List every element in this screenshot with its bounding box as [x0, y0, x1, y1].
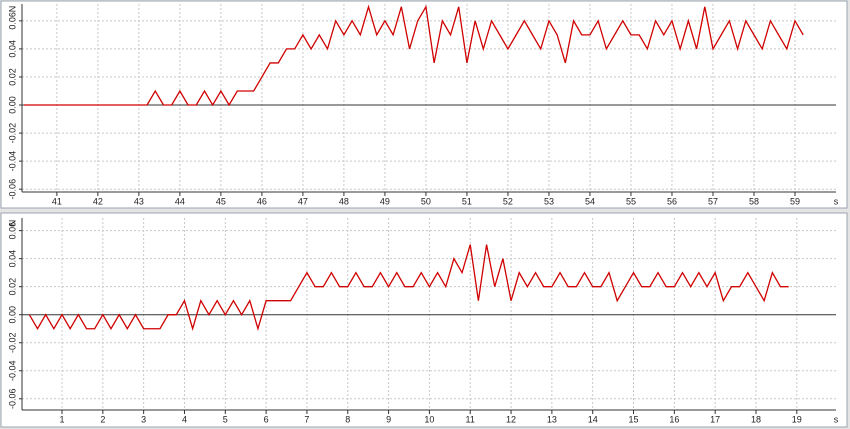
y-tick-label: 0.04	[7, 250, 17, 268]
x-tick-label: 1	[59, 414, 64, 424]
x-tick-label: 4	[182, 414, 187, 424]
y-tick-label: -0.02	[7, 332, 17, 353]
x-tick-label: 10	[424, 414, 434, 424]
x-tick-label: 52	[503, 196, 513, 206]
x-tick-label: 8	[345, 414, 350, 424]
y-tick-label: -0.06	[7, 389, 17, 410]
x-tick-label: 45	[216, 196, 226, 206]
x-tick-label: 47	[298, 196, 308, 206]
x-tick-label: 5	[223, 414, 228, 424]
x-tick-label: 43	[134, 196, 144, 206]
y-axis-unit: N	[7, 220, 17, 227]
y-tick-label: 0.02	[7, 278, 17, 296]
x-tick-label: 58	[749, 196, 759, 206]
y-tick-label: 0.02	[7, 68, 17, 86]
x-axis-unit: s	[834, 196, 839, 206]
signal-line	[28, 244, 789, 332]
x-tick-label: 19	[792, 414, 802, 424]
x-tick-label: 56	[667, 196, 677, 206]
y-tick-label: 0.00	[7, 306, 17, 324]
x-tick-label: 41	[52, 196, 62, 206]
x-tick-label: 16	[669, 414, 679, 424]
x-tick-label: 54	[585, 196, 595, 206]
x-axis-unit: s	[834, 414, 839, 424]
x-tick-label: 57	[708, 196, 718, 206]
bottom-panel	[0, 212, 848, 428]
x-tick-label: 50	[421, 196, 431, 206]
x-tick-label: 49	[380, 196, 390, 206]
y-tick-label: 0.06	[7, 222, 17, 240]
x-tick-label: 42	[93, 196, 103, 206]
x-tick-label: 48	[339, 196, 349, 206]
x-tick-label: 46	[257, 196, 267, 206]
x-tick-label: 44	[175, 196, 185, 206]
x-tick-label: 12	[506, 414, 516, 424]
x-tick-label: 13	[547, 414, 557, 424]
x-tick-label: 59	[790, 196, 800, 206]
x-tick-label: 15	[629, 414, 639, 424]
y-tick-label: 0.00	[7, 96, 17, 114]
x-tick-label: 6	[264, 414, 269, 424]
y-tick-label: 0.06	[7, 12, 17, 30]
x-tick-label: 11	[466, 414, 475, 424]
x-tick-label: 55	[626, 196, 636, 206]
x-tick-label: 17	[710, 414, 720, 424]
y-tick-label: -0.06	[7, 179, 17, 200]
x-tick-label: 2	[100, 414, 105, 424]
x-tick-label: 53	[544, 196, 554, 206]
y-tick-label: -0.02	[7, 123, 17, 144]
signal-line	[24, 4, 804, 107]
y-tick-label: 0.04	[7, 40, 17, 58]
x-tick-label: 18	[751, 414, 761, 424]
x-tick-label: 9	[386, 414, 391, 424]
y-tick-label: -0.04	[7, 151, 17, 172]
x-tick-label: 14	[588, 414, 598, 424]
x-tick-label: 51	[462, 196, 472, 206]
x-tick-label: 7	[304, 414, 309, 424]
y-axis-unit: N	[7, 6, 17, 13]
x-tick-label: 3	[141, 414, 146, 424]
y-tick-label: -0.04	[7, 361, 17, 382]
